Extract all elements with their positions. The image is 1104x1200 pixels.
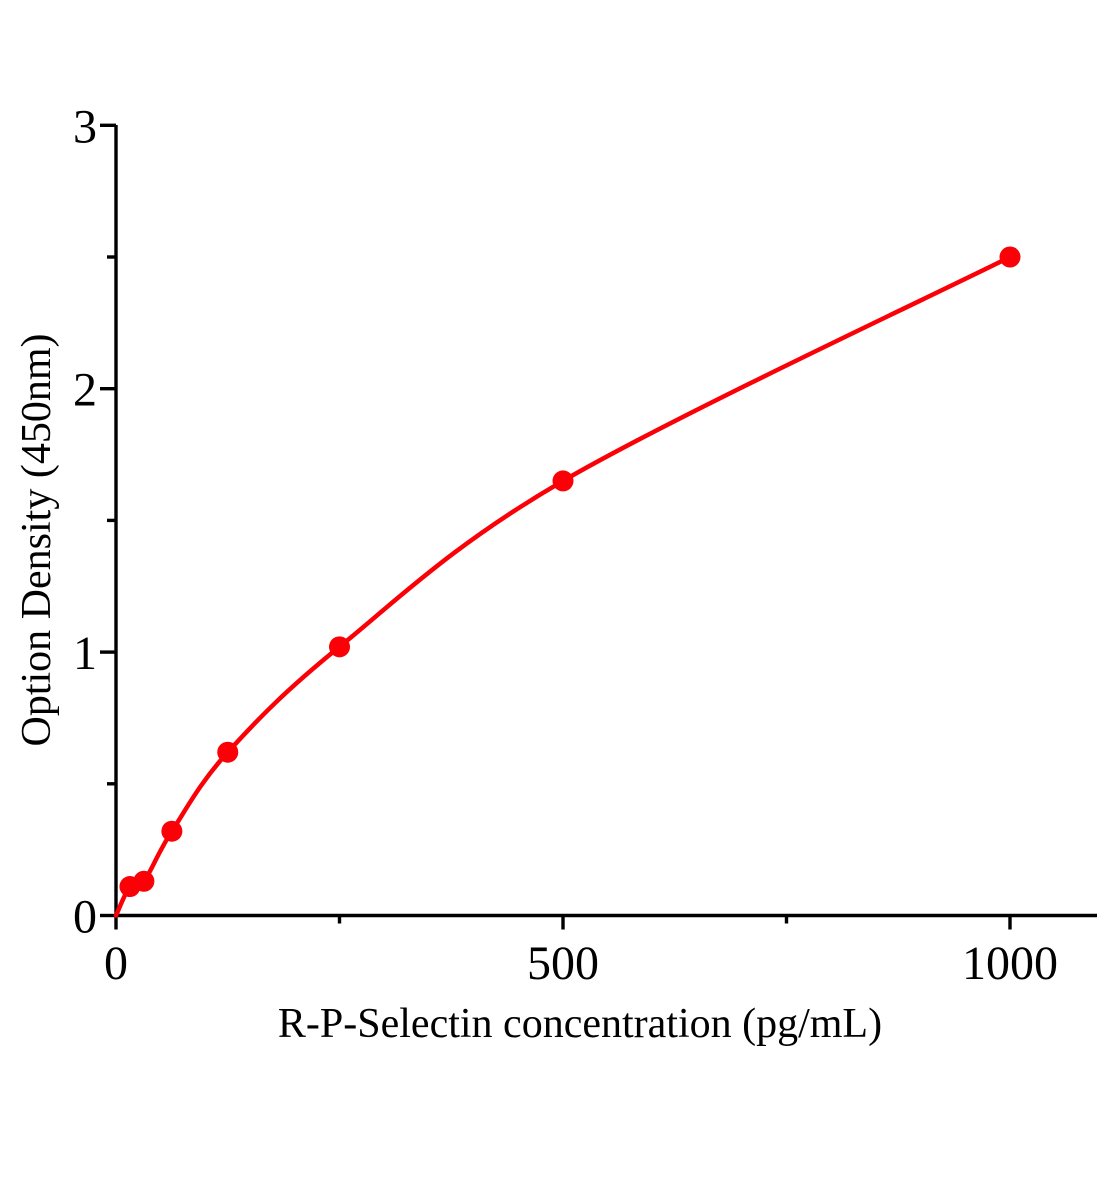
data-point-marker (552, 470, 574, 492)
standard-curve-line (113, 254, 1013, 918)
y-axis-title: Option Density (450nm) (14, 333, 60, 747)
y-tick-label: 0 (73, 891, 97, 944)
data-point-marker (329, 636, 350, 658)
x-tick-label: 0 (104, 937, 128, 990)
y-tick-label: 3 (73, 100, 97, 153)
data-point-marker (133, 870, 155, 892)
data-point-marker (999, 246, 1021, 268)
data-point-marker (217, 741, 239, 763)
x-axis-title: R-P-Selectin concentration (pg/mL) (277, 1001, 883, 1047)
x-tick-label: 500 (527, 937, 599, 990)
x-tick-label: 1000 (962, 937, 1058, 990)
y-tick-label: 1 (73, 627, 97, 680)
data-point-marker (161, 820, 183, 842)
y-tick-label: 2 (73, 364, 97, 417)
